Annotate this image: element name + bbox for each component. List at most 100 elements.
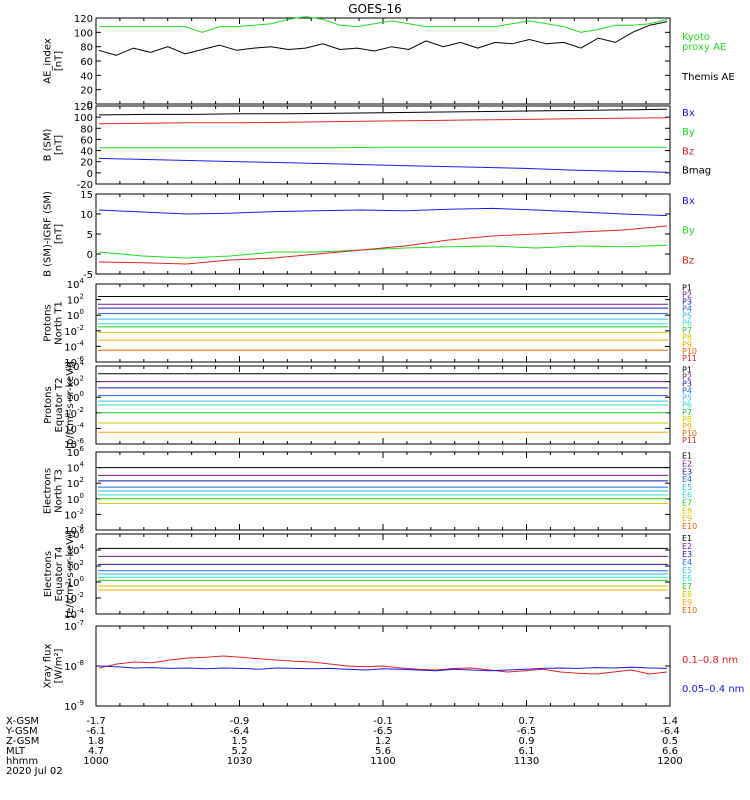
x-axis-value: 1000: [83, 756, 108, 767]
y-tick-exponent: 2: [80, 293, 84, 301]
y-axis-label: [nT]: [54, 51, 65, 71]
x-axis-value: -6.4: [660, 726, 680, 737]
legend-p8: P8: [682, 415, 692, 424]
x-axis-value: 4.7: [88, 746, 104, 757]
legend-p11: P11: [682, 354, 697, 363]
panel-frame: [95, 105, 671, 185]
x-axis-value: 1130: [514, 756, 539, 767]
series-line-2: [98, 21, 668, 56]
y-tick-exponent: 4: [80, 359, 85, 367]
legend-e7: E7: [682, 582, 692, 591]
y-tick-exponent: 2: [80, 559, 84, 567]
y-tick-exponent: -4: [77, 421, 85, 429]
y-axis-label: Equator T4: [54, 547, 65, 602]
y-axis-label: North T1: [54, 301, 65, 345]
legend-e10: E10: [682, 522, 697, 531]
legend-item: Bmag: [682, 166, 711, 177]
x-axis-value: 1100: [370, 756, 395, 767]
legend-e1: E1: [682, 452, 692, 461]
legend-p9: P9: [682, 340, 692, 349]
y-axis-label: Protons: [43, 386, 54, 423]
y-axis-label: AE_index: [43, 38, 54, 84]
x-axis-value: 1.4: [662, 716, 678, 727]
series-line-3: [98, 225, 668, 265]
x-axis-value: -0.1: [373, 716, 393, 727]
y-tick-exponent: -9: [77, 699, 84, 707]
legend-item: Bx: [682, 108, 695, 119]
y-tick-exponent: 2: [80, 375, 84, 383]
legend-item: 0.1–0.8 nm: [682, 655, 738, 666]
y-axis-label: [e/(cm²-s-sr-keV)]: [65, 530, 76, 618]
y-tick-label: 100: [74, 113, 93, 124]
x-axis-value: 1200: [657, 756, 682, 767]
legend-e5: E5: [682, 483, 692, 492]
legend-p4: P4: [682, 305, 692, 314]
legend-e9: E9: [682, 598, 692, 607]
x-axis-value: 1030: [227, 756, 252, 767]
y-axis-label: Protons: [43, 304, 54, 341]
x-axis-row-label: Y-GSM: [5, 726, 38, 737]
y-tick-exponent: 0: [80, 308, 84, 316]
panel-3: -5 0 5 10 15 B (SM)-IGRF (SM) [nT] Bx By Bz: [43, 190, 695, 281]
panel-8: 10-7 10-8 10-9 Xray flux [W/m²] 0.1–0.8 nm 0.0…: [43, 619, 745, 713]
legend-p8: P8: [682, 333, 692, 342]
legend-p6: P6: [682, 401, 692, 410]
legend-e2: E2: [682, 459, 692, 468]
y-tick-exponent: -4: [77, 607, 85, 615]
y-tick-exponent: 6: [80, 445, 85, 453]
y-tick-exponent: -4: [77, 339, 85, 347]
y-axis-label: Electrons: [43, 551, 54, 597]
legend-item: By: [682, 226, 695, 237]
legend-p5: P5: [682, 394, 692, 403]
y-tick-label: 10-4: [64, 339, 84, 353]
y-tick-label: -5: [83, 270, 93, 281]
series-line-2: [98, 665, 668, 672]
x-axis-value: -6.4: [230, 726, 250, 737]
x-axis-value: 0.9: [519, 736, 535, 747]
y-tick-exponent: -8: [77, 659, 84, 667]
y-axis-label: B (SM)-IGRF (SM): [43, 191, 54, 277]
x-axis-row-label: MLT: [6, 746, 26, 757]
y-tick-label: 15: [80, 190, 93, 201]
panel-frame: [95, 193, 671, 275]
x-axis-value: -6.5: [373, 726, 393, 737]
legend-p9: P9: [682, 422, 692, 431]
x-axis-value: 0.5: [662, 736, 678, 747]
y-tick-exponent: 0: [80, 492, 84, 500]
panel-frame: [95, 17, 671, 105]
legend-e1: E1: [682, 534, 692, 543]
y-tick-exponent: 4: [80, 543, 85, 551]
y-tick-label: 120: [74, 14, 93, 25]
y-axis-label: [p/(cm²-s-sr-keV)]: [65, 361, 76, 449]
y-tick-label: 5: [87, 230, 93, 241]
legend-e8: E8: [682, 506, 692, 515]
y-tick-exponent: 0: [80, 575, 84, 583]
legend-p1: P1: [682, 365, 692, 374]
legend-item: Bx: [682, 196, 695, 207]
legend-e4: E4: [682, 558, 692, 567]
y-tick-label: 10-8: [64, 659, 84, 673]
y-tick-label: 104: [67, 461, 85, 475]
legend-p7: P7: [682, 408, 692, 417]
legend-item: Bz: [682, 146, 694, 157]
series-line-1: [98, 655, 668, 675]
y-tick-exponent: -2: [77, 406, 84, 414]
y-tick-label: 100: [74, 28, 93, 39]
y-tick-exponent: 0: [80, 390, 84, 398]
series-line-1: [98, 207, 668, 217]
y-tick-exponent: -4: [77, 523, 85, 531]
legend-e5: E5: [682, 566, 692, 575]
legend-p10: P10: [682, 429, 697, 438]
y-tick-exponent: 4: [80, 461, 85, 469]
x-axis-value: 5.6: [375, 746, 391, 757]
figure-title: GOES-16: [348, 2, 402, 16]
y-tick-exponent: -6: [77, 355, 85, 363]
legend-p3: P3: [682, 379, 692, 388]
legend-p4: P4: [682, 387, 692, 396]
